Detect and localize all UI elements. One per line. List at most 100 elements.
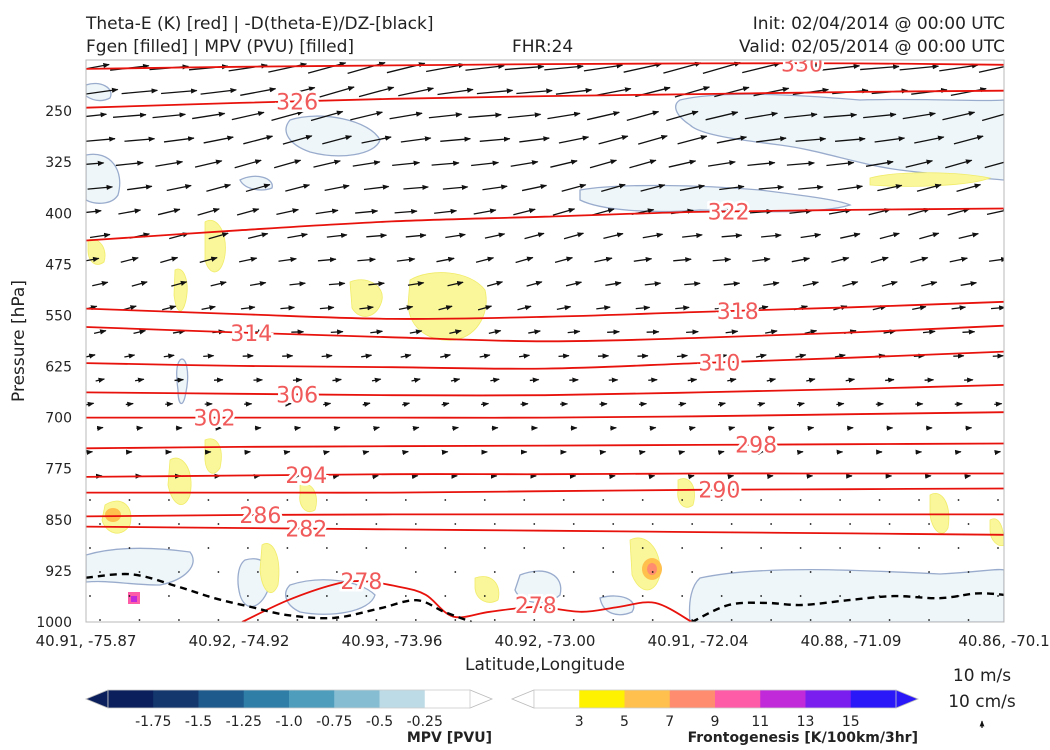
wind-vector (273, 159, 302, 169)
wind-vector (286, 595, 289, 597)
wind-vector (607, 329, 620, 335)
wind-vector (483, 547, 486, 549)
y-tick-label: 925 (45, 564, 72, 580)
wind-vector (278, 256, 297, 263)
stability-contours (86, 572, 1004, 622)
wind-vector (86, 208, 102, 214)
wind-vector (370, 329, 384, 335)
wind-vector (89, 232, 111, 239)
wind-vector (682, 232, 703, 239)
wind-vector (217, 523, 220, 525)
wind-vector (533, 619, 536, 621)
wind-vector (612, 523, 615, 525)
wind-vector (450, 377, 461, 383)
wind-vector (481, 401, 490, 407)
wind-vector (125, 401, 134, 407)
wind-vector (594, 256, 613, 263)
wind-vector (635, 305, 651, 311)
wind-vector (409, 329, 423, 335)
wind-vector (802, 280, 819, 287)
colorbar-tick-label: 3 (575, 714, 584, 730)
wind-vector (465, 63, 505, 71)
wind-vector (405, 233, 427, 239)
wind-vector (799, 499, 802, 501)
wind-vector (407, 281, 425, 287)
fgen-local-max (105, 508, 121, 522)
wind-vector (389, 111, 423, 120)
wind-vector (491, 425, 499, 431)
wind-vector (686, 329, 699, 335)
colorbar-swatch (379, 690, 426, 708)
wind-vector (371, 377, 382, 383)
wind-vector (516, 88, 553, 95)
wind-vector (294, 425, 302, 431)
wind-vector (89, 595, 91, 597)
wind-vector (757, 401, 766, 408)
wind-vector (881, 280, 898, 287)
wind-vector (160, 256, 179, 264)
wind-vector (484, 232, 506, 239)
wind-vector (86, 87, 119, 95)
wind-vector (234, 159, 262, 169)
wind-vector (442, 184, 469, 190)
wind-vector (286, 547, 289, 549)
wind-vector (93, 329, 107, 335)
wind-vector (770, 619, 773, 621)
wind-vector (865, 160, 894, 167)
wind-vector (626, 110, 660, 122)
wind-vector (168, 499, 170, 501)
fgen-strong-blobs (105, 508, 662, 604)
wind-vector (468, 112, 502, 118)
wind-vector (981, 113, 1004, 122)
colorbar-tick-label: -0.75 (316, 714, 352, 730)
wind-vector (411, 474, 419, 480)
wind-vector (997, 499, 999, 501)
theta-e-line (86, 300, 1004, 320)
wind-vector (473, 208, 497, 215)
colorbar-tick-label: 7 (665, 714, 674, 730)
wind-vector (396, 257, 416, 263)
wind-vector (402, 450, 409, 456)
wind-vector (210, 280, 227, 287)
wind-vector (605, 281, 622, 287)
wind-vector (168, 595, 170, 597)
colorbar-swatch (579, 690, 625, 708)
wind-vector (563, 232, 585, 240)
wind-vector (767, 426, 775, 432)
colorbar-swatch (534, 690, 580, 708)
wind-vector (319, 305, 335, 311)
wind-vector (276, 208, 299, 216)
colorbar-tick-label: -0.5 (366, 714, 393, 730)
wind-vector (608, 474, 616, 480)
wind-vector (493, 619, 496, 621)
wind-vector (702, 61, 742, 74)
wind-vector (436, 256, 455, 263)
wind-vector (942, 111, 976, 121)
wind-vector (730, 571, 733, 573)
wind-vector (799, 547, 802, 549)
wind-vector (287, 232, 308, 239)
wind-vector (178, 571, 180, 573)
wind-vector (675, 305, 690, 311)
wind-vector (602, 547, 605, 549)
wind-vector (315, 208, 339, 215)
wind-vector (679, 184, 706, 191)
wind-vector (319, 86, 355, 98)
y-tick-label: 625 (45, 360, 72, 376)
wind-vector (663, 61, 702, 74)
wind-vector (490, 377, 500, 383)
mpv-colorbar-title: MPV [PVU] (407, 730, 492, 746)
wind-vector (203, 353, 215, 359)
wind-vector (454, 619, 457, 621)
wind-vector (721, 233, 743, 239)
wind-vector (231, 111, 265, 121)
wind-vector (742, 62, 781, 74)
wind-vector (919, 232, 940, 240)
wind-vector (375, 619, 378, 621)
y-tick-label: 400 (45, 206, 72, 222)
wind-vector (684, 281, 701, 287)
y-tick-label: 700 (45, 411, 72, 427)
title-line-1: Theta-E (K) [red] | -D(theta-E)/DZ-[blac… (86, 14, 434, 34)
fgen-blob (259, 543, 280, 594)
